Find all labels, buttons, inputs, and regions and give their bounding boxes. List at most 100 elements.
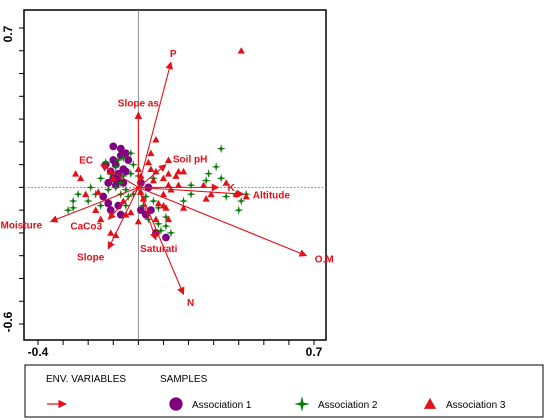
- association-3-point: [152, 215, 160, 223]
- arrow-soil-ph: [138, 164, 167, 188]
- legend: ENV. VARIABLES SAMPLES Association 1 Ass…: [24, 364, 544, 418]
- arrow-moisture: [49, 186, 139, 223]
- association-2-point: [118, 153, 128, 163]
- association-3-point: [222, 179, 230, 186]
- association-3-point: [109, 174, 117, 182]
- association-2-point: [121, 201, 131, 211]
- legend-samples-header: SAMPLES: [160, 374, 208, 385]
- plot-frame: [23, 9, 327, 341]
- association-3-point: [200, 181, 208, 188]
- x-tick-label-min: -0.4: [28, 345, 49, 359]
- association-2-point: [96, 201, 106, 211]
- association-2-point: [236, 196, 246, 206]
- association-2-point: [83, 196, 93, 206]
- association-2-point: [153, 219, 164, 229]
- association-3-point: [159, 190, 168, 198]
- association-3-point: [174, 181, 183, 188]
- association-2-point: [111, 182, 121, 192]
- association-1-point: [104, 199, 113, 208]
- arrow-ec: [100, 164, 139, 188]
- legend-star-icon: [294, 396, 310, 412]
- legend-label-association-2: Association 2: [318, 400, 378, 411]
- association-3-point: [154, 199, 163, 207]
- association-3-point: [82, 190, 90, 198]
- association-3-point: [134, 217, 142, 225]
- association-2-point: [178, 196, 189, 206]
- association-2-point: [166, 228, 176, 238]
- arrow-caco3: [107, 187, 139, 220]
- association-2-point: [234, 205, 244, 215]
- env-variable-labels: P Slope as EC Soil pH K Altitude Moisture CaCo3…: [0, 49, 333, 309]
- association-2-point: [143, 214, 153, 224]
- association-3-point: [174, 167, 183, 175]
- y-tick-label-min: -0.6: [1, 311, 15, 332]
- legend-triangle-icon: [423, 397, 437, 409]
- association-1-point: [136, 206, 145, 215]
- association-2-point: [148, 196, 159, 206]
- association-2-point: [101, 157, 111, 167]
- association-2-point: [126, 148, 136, 158]
- association-3-point: [94, 188, 102, 195]
- association-2-point: [86, 182, 96, 192]
- label-n: N: [187, 298, 194, 309]
- association-3-point: [164, 170, 173, 177]
- association-1-point: [109, 142, 118, 151]
- association-2-point: [204, 169, 214, 179]
- association-2-point: [153, 203, 164, 213]
- association-3-point: [179, 167, 188, 175]
- association-2-point: [121, 185, 131, 195]
- association-2-point: [96, 173, 106, 183]
- association-2-point: [111, 162, 121, 172]
- label-o-m: O.M: [315, 255, 334, 266]
- association-2-point: [116, 178, 126, 188]
- legend-circle-icon: [169, 397, 183, 411]
- association-2-point: [186, 189, 196, 199]
- association-2-point: [118, 171, 128, 181]
- label-soil-ph: Soil pH: [173, 154, 207, 165]
- association-1-point: [116, 144, 125, 153]
- association-2-point: [141, 191, 151, 202]
- label-moisture: Moisture: [0, 220, 42, 231]
- association-3-point: [144, 158, 152, 166]
- association-2-point: [138, 201, 148, 211]
- association-3-point: [179, 204, 188, 211]
- association-3-point: [207, 190, 215, 198]
- association-3-point: [147, 165, 155, 173]
- association-3-point: [164, 181, 173, 188]
- association-2-point: [201, 175, 211, 186]
- association-1-point: [106, 206, 115, 215]
- association-3-point: [107, 229, 115, 236]
- association-2-point: [123, 191, 133, 202]
- association-2-point: [211, 162, 221, 172]
- env-variable-arrows: [49, 61, 308, 296]
- association-3-point: [72, 170, 80, 177]
- association-3-point: [137, 188, 145, 195]
- association-2-point: [73, 189, 83, 199]
- association-3-point: [159, 174, 168, 182]
- association-1-point: [162, 233, 170, 242]
- association-3-point: [242, 192, 250, 200]
- arrow-p: [137, 61, 173, 188]
- legend-label-association-1: Association 1: [192, 400, 252, 411]
- label-caco3: CaCo3: [70, 221, 102, 232]
- legend-env-header: ENV. VARIABLES: [46, 374, 126, 385]
- association-3-point: [119, 197, 127, 204]
- association-3-point: [127, 208, 135, 216]
- association-3-point: [237, 47, 245, 54]
- association-3-point: [77, 174, 85, 182]
- association-2-point: [68, 196, 78, 206]
- association-3-point: [164, 215, 173, 223]
- label-ec: EC: [79, 155, 93, 166]
- association-3-point: [164, 156, 173, 163]
- association-3-point: [152, 135, 160, 143]
- association-2-point: [186, 180, 196, 190]
- association-3-point: [149, 176, 158, 184]
- association-2-point: [161, 221, 171, 231]
- association-2-point: [156, 226, 166, 236]
- association-2-point: [68, 203, 78, 213]
- x-tick-label-max: 0.7: [306, 345, 323, 359]
- association-2-point: [103, 185, 113, 195]
- association-2-point: [128, 160, 138, 170]
